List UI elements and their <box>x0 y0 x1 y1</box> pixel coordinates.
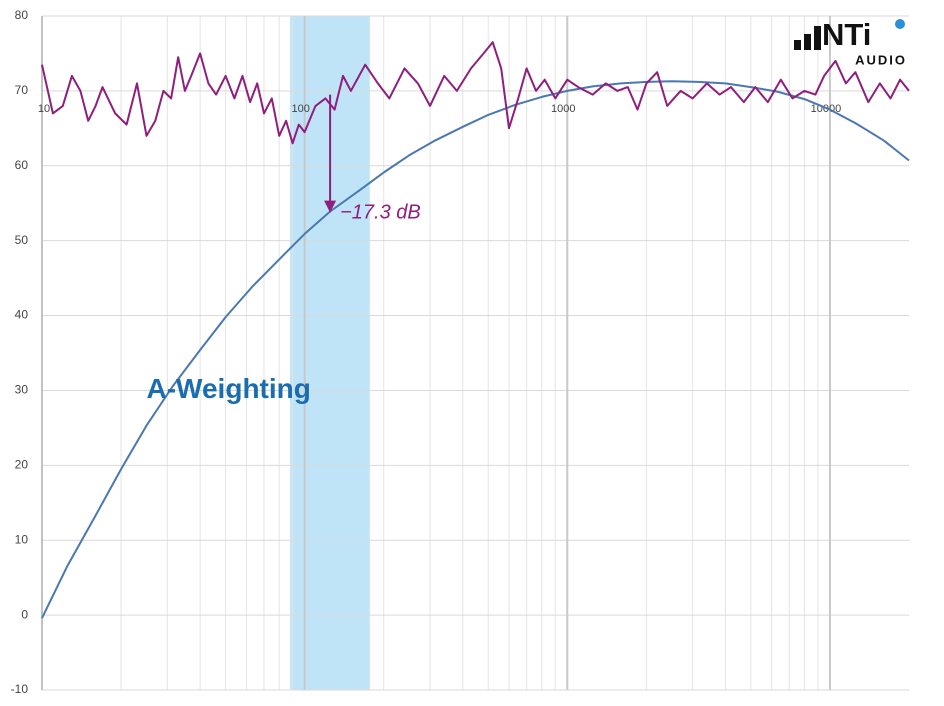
series-line <box>41 41 910 145</box>
y-tick-label: 80 <box>15 8 29 22</box>
x-tick-label: 1000 <box>551 103 575 115</box>
x-tick-label: 100 <box>291 103 309 115</box>
y-tick-label: 70 <box>15 83 29 97</box>
series-label: A-Weighting <box>147 373 311 404</box>
y-tick-label: 0 <box>21 607 28 621</box>
annotation-label: −17.3 dB <box>340 202 421 224</box>
y-tick-label: -10 <box>11 682 29 696</box>
logo-brand: NTi <box>822 17 871 52</box>
x-tick-label: 10 <box>38 103 50 115</box>
logo: NTi AUDIO <box>794 17 907 67</box>
y-tick-label: 30 <box>15 383 29 397</box>
y-tick-label: 50 <box>15 233 29 247</box>
y-tick-label: 20 <box>15 458 29 472</box>
y-tick-label: 40 <box>15 308 29 322</box>
y-tick-label: 10 <box>15 532 29 546</box>
y-tick-label: 60 <box>15 158 29 172</box>
logo-sub: AUDIO <box>855 52 907 67</box>
series-line <box>41 80 910 619</box>
